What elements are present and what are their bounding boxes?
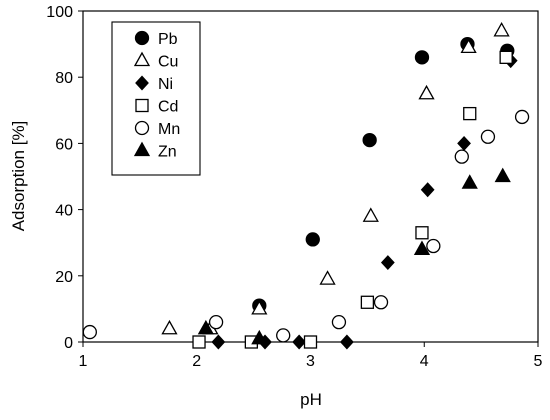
legend-marker-cd: [135, 98, 149, 113]
data-point-ni: [340, 334, 354, 350]
legend-label-pb: Pb: [158, 31, 178, 48]
data-point-zn: [413, 240, 431, 255]
y-tick-label: 100: [46, 4, 73, 21]
data-point-ni: [420, 182, 435, 198]
data-point-cd: [360, 295, 375, 309]
legend-marker-zn: [133, 141, 151, 157]
data-point-mn: [276, 328, 291, 343]
data-point-mn: [514, 109, 530, 125]
y-axis-label: Adsorption [%]: [9, 121, 28, 232]
series-zn: [197, 167, 511, 345]
series-cd: [192, 50, 513, 349]
x-tick-label: 3: [306, 353, 315, 370]
legend-label-cd: Cd: [158, 99, 178, 116]
y-tick-label: 80: [55, 70, 73, 87]
data-point-cu: [161, 319, 178, 335]
data-point-zn: [251, 329, 268, 345]
data-point-cu: [362, 207, 379, 222]
data-point-mn: [426, 238, 441, 254]
data-point-pb: [305, 232, 320, 247]
data-point-cd: [499, 50, 513, 64]
series-cu: [161, 22, 510, 335]
data-point-mn: [480, 129, 496, 144]
legend-marker-cu: [133, 51, 151, 67]
legend-box: [111, 21, 201, 176]
data-point-pb: [362, 132, 377, 148]
y-tick-label: 20: [55, 269, 73, 286]
legend-label-zn: Zn: [158, 144, 177, 161]
y-tick-label: 60: [55, 136, 73, 153]
tick-labels: 1 2 3 4 5 0 20 40 60 80 100: [46, 4, 542, 370]
data-point-mn: [331, 314, 347, 330]
data-point-cd: [303, 335, 318, 349]
data-points: [82, 22, 530, 350]
x-axis-label: pH: [300, 390, 322, 409]
data-point-ni: [457, 135, 471, 151]
x-tick-label: 2: [192, 353, 201, 370]
data-point-cu: [319, 270, 336, 285]
y-tick-label: 40: [55, 203, 73, 220]
legend-marker-pb: [134, 30, 150, 46]
data-point-cd: [192, 335, 206, 349]
legend-label-mn: Mn: [158, 121, 180, 138]
legend-label-ni: Ni: [158, 76, 173, 93]
data-point-cu: [460, 38, 477, 54]
data-point-cd: [463, 106, 477, 121]
data-point-cd: [415, 226, 429, 240]
data-point-ni: [211, 334, 226, 350]
data-point-ni: [292, 334, 307, 350]
data-point-zn: [494, 167, 511, 183]
series-pb: [252, 36, 515, 313]
x-tick-label: 4: [420, 353, 429, 370]
data-point-mn: [373, 295, 389, 310]
legend-label-cu: Cu: [158, 54, 178, 71]
data-point-zn: [461, 174, 478, 189]
data-point-mn: [208, 314, 224, 330]
legend: Pb Cu Ni Cd Mn Zn: [111, 21, 201, 176]
series-mn: [82, 109, 530, 343]
data-point-ni: [380, 255, 395, 271]
legend-marker-ni: [135, 75, 149, 91]
data-point-cu: [493, 22, 510, 37]
x-tick-label: 5: [534, 353, 543, 370]
data-point-pb: [414, 50, 430, 65]
data-point-mn: [82, 324, 97, 340]
legend-marker-mn: [134, 120, 150, 136]
data-point-cu: [251, 300, 268, 315]
data-point-cu: [418, 84, 435, 100]
data-point-zn: [197, 319, 214, 335]
y-tick-label: 0: [64, 335, 73, 352]
x-tick-label: 1: [79, 353, 88, 370]
data-point-mn: [454, 149, 469, 164]
